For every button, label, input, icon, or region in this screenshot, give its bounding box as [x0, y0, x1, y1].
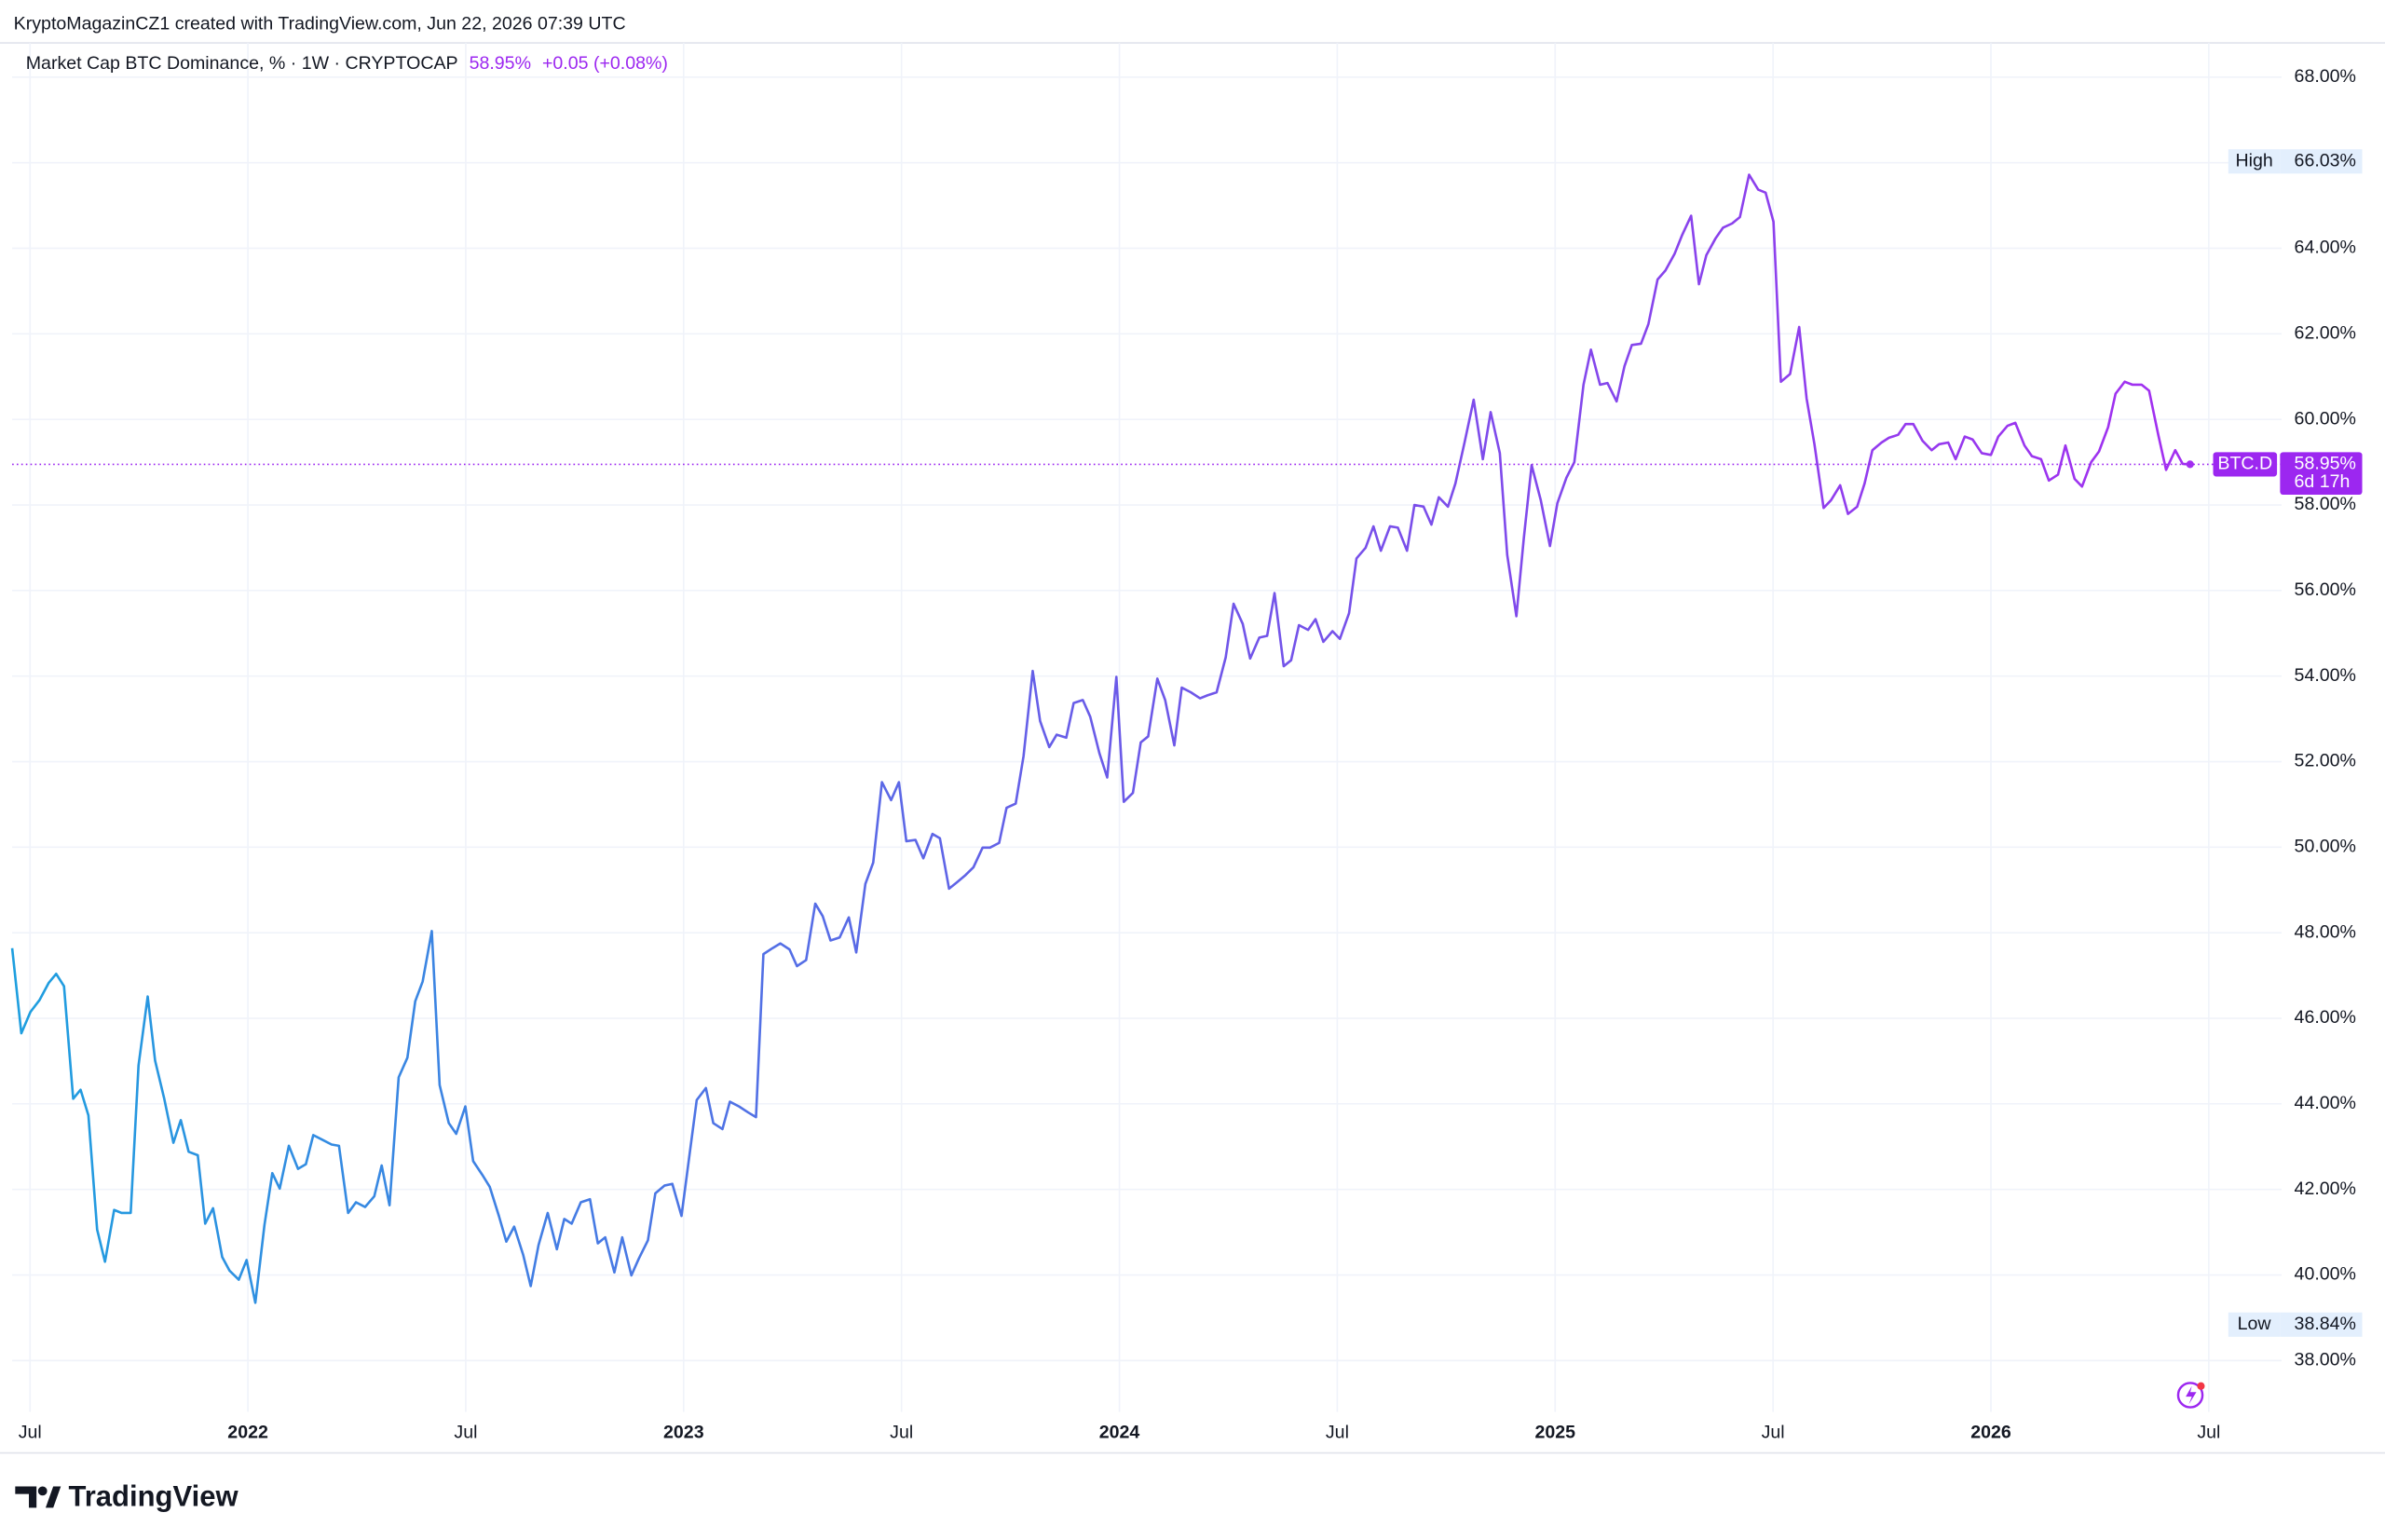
y-tick-label: 64.00%: [2295, 238, 2356, 258]
y-tick-label: 38.00%: [2295, 1350, 2356, 1370]
alert-icon: [2176, 1382, 2205, 1409]
legend: Market Cap BTC Dominance, % · 1W · CRYPT…: [26, 53, 668, 74]
annotation-name-badge: [2228, 149, 2281, 174]
y-tick-label: 56.00%: [2295, 579, 2356, 600]
x-tick-label: 2026: [1970, 1423, 2011, 1443]
x-tick-label: Jul: [2197, 1423, 2220, 1443]
x-tick-label: Jul: [1762, 1423, 1785, 1443]
x-tick-label: Jul: [890, 1423, 913, 1443]
y-tick-label: 60.00%: [2295, 408, 2356, 429]
x-tick-label: Jul: [19, 1423, 42, 1443]
y-tick-label: 40.00%: [2295, 1264, 2356, 1285]
price-name-badge: [2213, 452, 2278, 477]
price-name: BTC.D: [2217, 454, 2272, 474]
x-tick-label: Jul: [454, 1423, 477, 1443]
brand: TradingView: [68, 1480, 238, 1513]
price-countdown: 6d 17h: [2295, 471, 2351, 492]
x-tick-label: 2024: [1099, 1423, 1140, 1443]
plot: [10, 173, 2282, 1304]
labels: 38.00% 40.00% 42.00% 44.00% 46.00% 48.00% 50.0…: [19, 66, 2363, 1443]
x-tick-label: 2022: [227, 1423, 268, 1443]
y-tick-label: 46.00%: [2295, 1007, 2356, 1028]
annotation-name: Low: [2238, 1314, 2272, 1334]
price-value: 58.95%: [2295, 454, 2356, 474]
y-tick-label: 62.00%: [2295, 323, 2356, 344]
y-tick-label: 44.00%: [2295, 1093, 2356, 1113]
x-tick-label: Jul: [1326, 1423, 1349, 1443]
y-tick-label: 52.00%: [2295, 751, 2356, 771]
x-tick-label: 2023: [663, 1423, 704, 1443]
legend-last: 58.95%: [470, 53, 531, 74]
annotation-value-badge: [2280, 149, 2363, 174]
y-tick-label: 68.00%: [2295, 66, 2356, 87]
y-tick-label: 58.00%: [2295, 494, 2356, 514]
data-line: [10, 173, 2190, 1304]
annotation-value: 38.84%: [2295, 1314, 2356, 1334]
grid: [12, 43, 2282, 1412]
price-value-badge: [2280, 452, 2363, 496]
y-tick-label: 50.00%: [2295, 837, 2356, 857]
legend-text: Market Cap BTC Dominance, % · 1W · CRYPT…: [26, 53, 458, 74]
x-tick-label: 2025: [1534, 1423, 1575, 1443]
annotation-name-badge: [2228, 1312, 2281, 1337]
y-tick-label: 54.00%: [2295, 665, 2356, 686]
y-tick-label: 48.00%: [2295, 921, 2356, 942]
annotation-name: High: [2235, 150, 2272, 170]
y-tick-label: 42.00%: [2295, 1179, 2356, 1199]
logo: TradingView: [15, 1480, 238, 1513]
annotation-value: 66.03%: [2295, 150, 2356, 170]
attribution: KryptoMagazinCZ1 created with TradingVie…: [14, 14, 626, 34]
annotation-value-badge: [2280, 1312, 2363, 1337]
legend-change: +0.05 (+0.08%): [542, 53, 668, 74]
